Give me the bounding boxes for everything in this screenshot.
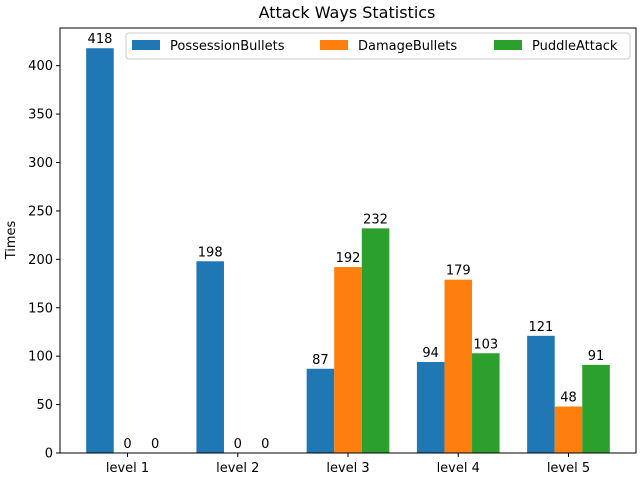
y-tick-label: 400 — [28, 59, 53, 74]
bar — [196, 261, 224, 453]
bar — [472, 353, 500, 453]
y-tick-label: 100 — [28, 350, 53, 365]
axes-frame — [59, 27, 637, 454]
y-tick-label: 300 — [28, 156, 53, 171]
bar-value-label: 0 — [123, 437, 131, 452]
bar-value-label: 121 — [529, 320, 554, 335]
legend-label: PuddleAttack — [532, 39, 618, 54]
bar-value-label: 48 — [560, 391, 577, 406]
x-tick-label: level 5 — [547, 461, 590, 476]
legend: PossessionBullets DamageBullets PuddleAtta… — [125, 32, 631, 60]
chart-title: Attack Ways Statistics — [259, 3, 436, 22]
bar-value-label: 0 — [261, 437, 269, 452]
x-tick-label: level 2 — [216, 461, 259, 476]
bar-value-label: 91 — [588, 349, 605, 364]
legend-label: PossessionBullets — [170, 39, 285, 54]
bar-value-label: 418 — [88, 32, 113, 47]
y-tick-label: 250 — [28, 204, 53, 219]
bar — [334, 267, 362, 453]
bar-value-label: 0 — [234, 437, 242, 452]
y-tick-label: 50 — [36, 398, 53, 413]
legend-swatch — [132, 40, 160, 50]
bar-value-label: 94 — [422, 346, 439, 361]
bar — [361, 228, 390, 453]
legend-box — [125, 32, 631, 60]
x-axis-ticks: level 1 level 2 level 3 level 4 level 5 — [106, 453, 590, 476]
x-tick-label: level 3 — [326, 461, 369, 476]
bar — [554, 406, 583, 453]
bar-value-label: 192 — [336, 251, 361, 266]
bar-value-label: 0 — [151, 437, 159, 452]
x-tick-label: level 1 — [106, 461, 149, 476]
y-axis-label: Times — [4, 220, 19, 260]
bar — [527, 335, 555, 453]
bars-group: 418 0 0 198 0 0 87 192 232 94 179 103 121 48 91 — [86, 32, 610, 453]
legend-label: DamageBullets — [358, 39, 457, 54]
bar-value-label: 87 — [312, 353, 329, 368]
legend-swatch — [320, 40, 348, 50]
bar-value-label: 179 — [446, 264, 471, 279]
y-tick-label: 350 — [28, 108, 53, 123]
legend-swatch — [494, 40, 522, 50]
bar-value-label: 103 — [473, 337, 498, 352]
bar — [86, 48, 114, 453]
bar — [444, 279, 473, 453]
y-axis-ticks: 0 50 100 150 200 250 300 350 400 — [28, 59, 60, 462]
x-tick-label: level 4 — [437, 461, 480, 476]
bar — [416, 361, 445, 453]
y-tick-label: 200 — [28, 253, 53, 268]
bar — [306, 368, 335, 453]
bar-value-label: 232 — [363, 212, 388, 227]
bar-value-label: 198 — [198, 245, 223, 260]
y-tick-label: 150 — [28, 301, 53, 316]
bar — [582, 364, 610, 453]
y-tick-label: 0 — [45, 447, 53, 462]
